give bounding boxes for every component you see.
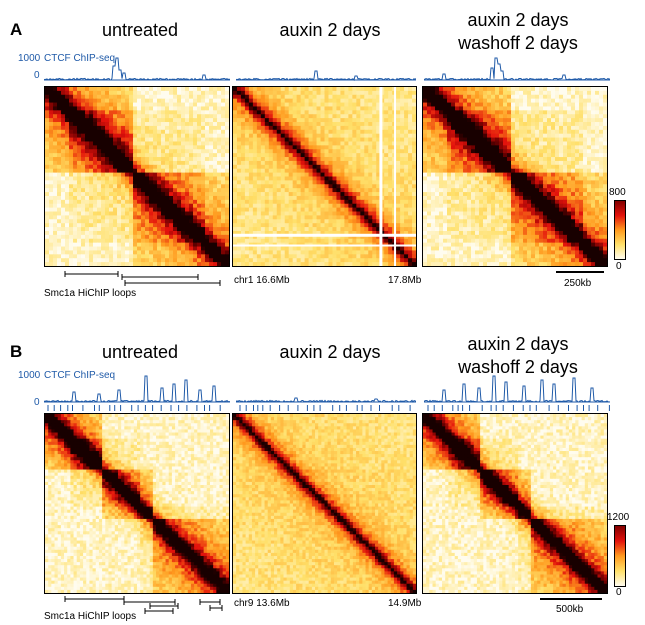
- panel-b-title-auxin: auxin 2 days: [279, 342, 381, 362]
- panel-b-scale-bar: [540, 598, 602, 600]
- panel-a-colorbar-min: 0: [616, 261, 622, 272]
- panel-a-heatmap-auxin: [232, 86, 417, 267]
- panel-a-heatmap-washoff: [422, 86, 608, 267]
- panel-a-coord-end: 17.8Mb: [388, 275, 422, 286]
- panel-a-coord-start: chr1 16.6Mb: [234, 275, 290, 286]
- panel-b-track-label: CTCF ChIP-seq: [44, 370, 116, 381]
- panel-b-colorbar-min: 0: [616, 587, 622, 598]
- panel-a-title-auxin: auxin 2 days: [279, 20, 381, 40]
- panel-b-coord-end: 14.9Mb: [388, 598, 422, 609]
- panel-b-title-washoff-line1: auxin 2 days: [467, 334, 569, 354]
- panel-a-track-untreated: [44, 56, 230, 82]
- panel-b-heatmap-washoff: [422, 413, 608, 594]
- panel-a-loops-label: Smc1a HiChIP loops: [44, 288, 137, 299]
- panel-a-label: A: [10, 20, 23, 39]
- panel-a-colorbar-max: 800: [609, 187, 626, 198]
- panel-b-track-min: 0: [34, 397, 40, 408]
- panel-b-title-washoff-line2: washoff 2 days: [458, 357, 578, 377]
- panel-b-track-max: 1000: [18, 370, 41, 381]
- panel-a-track-min: 0: [34, 70, 40, 81]
- panel-a-colorbar: [614, 200, 626, 260]
- panel-b-colorbar: [614, 525, 626, 587]
- panel-b-heatmap-auxin: [232, 413, 417, 594]
- panel-b-coord-start: chr9 13.6Mb: [234, 598, 290, 609]
- panel-b-loops-label: Smc1a HiChIP loops: [44, 611, 137, 622]
- panel-a-track-washoff: [424, 56, 610, 82]
- panel-b-track-washoff: [424, 374, 610, 412]
- panel-b-colorbar-max: 1200: [607, 512, 630, 523]
- panel-a-title-washoff-line1: auxin 2 days: [467, 10, 569, 30]
- panel-a-title-washoff-line2: washoff 2 days: [458, 33, 578, 53]
- panel-a-scale-bar: [556, 271, 604, 273]
- panel-b-track-untreated: [44, 374, 230, 412]
- panel-a-title-untreated: untreated: [101, 20, 179, 40]
- panel-a-track-label: CTCF ChIP-seq: [44, 53, 116, 64]
- panel-b-heatmap-untreated: [44, 413, 230, 594]
- panel-b-title-untreated: untreated: [101, 342, 179, 362]
- panel-a-track-auxin: [236, 56, 416, 82]
- panel-b-track-auxin: [236, 374, 416, 412]
- panel-a-loops: [50, 270, 230, 290]
- panel-a-track-max: 1000: [18, 53, 41, 64]
- panel-a-scale-label: 250kb: [564, 278, 592, 289]
- panel-b-loops: [50, 595, 230, 617]
- panel-b-label: B: [10, 342, 23, 361]
- panel-a-heatmap-untreated: [44, 86, 230, 267]
- panel-b-scale-label: 500kb: [556, 604, 584, 615]
